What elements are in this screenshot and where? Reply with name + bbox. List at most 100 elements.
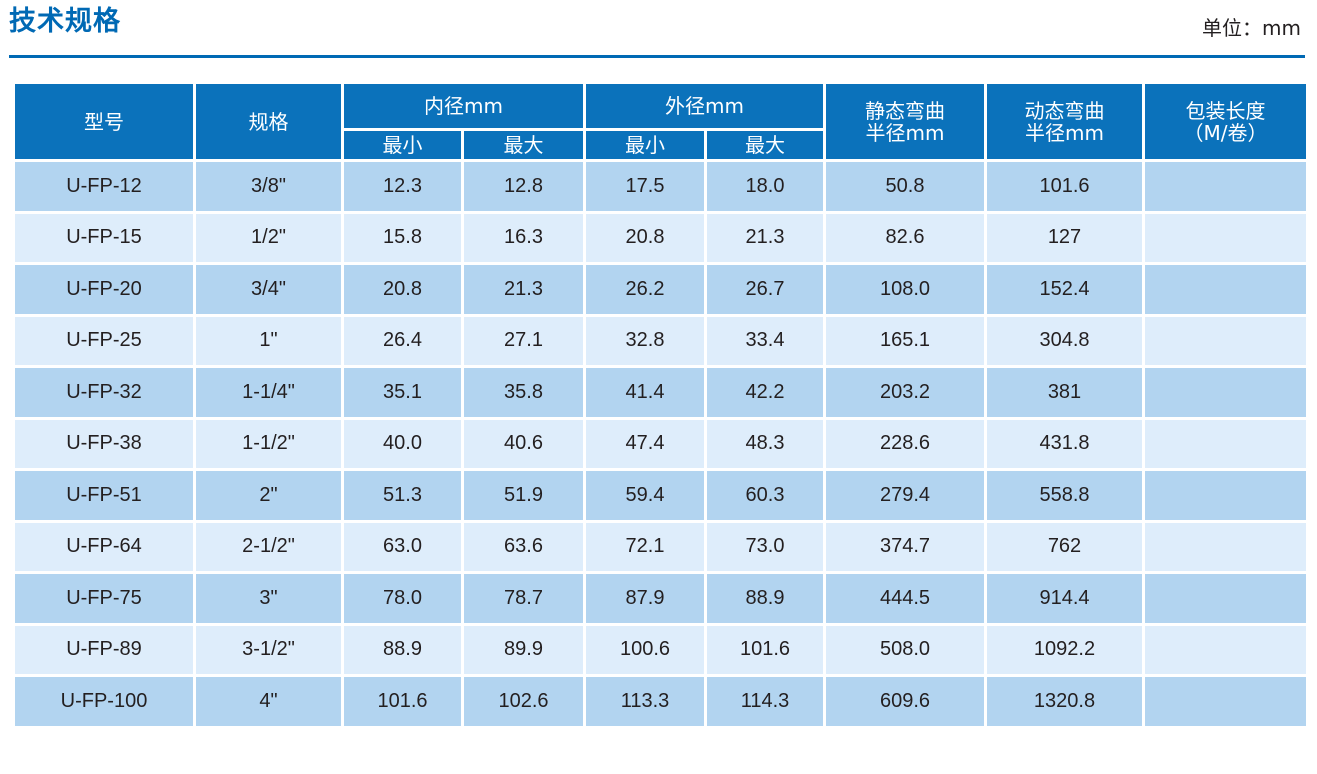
cell-spec: 1-1/2" [193, 416, 344, 471]
cell-model: U-FP-64 [12, 519, 196, 574]
cell-inner-min: 12.3 [341, 159, 464, 214]
table-row: U-FP-100 4" 101.6 102.6 113.3 114.3 609.… [12, 674, 1309, 729]
cell-outer-min: 32.8 [583, 313, 707, 368]
cell-inner-min: 20.8 [341, 262, 464, 317]
cell-dynamic-bend: 431.8 [984, 416, 1145, 471]
cell-package-length [1142, 519, 1309, 574]
cell-static-bend: 228.6 [823, 416, 987, 471]
cell-inner-min: 88.9 [341, 622, 464, 677]
header-static-bend-line1: 静态弯曲 [865, 98, 945, 123]
cell-outer-max: 101.6 [704, 622, 826, 677]
cell-dynamic-bend: 304.8 [984, 313, 1145, 368]
cell-inner-min: 51.3 [341, 468, 464, 523]
cell-inner-max: 12.8 [461, 159, 586, 214]
cell-outer-max: 114.3 [704, 674, 826, 729]
cell-outer-max: 21.3 [704, 210, 826, 265]
cell-dynamic-bend: 1320.8 [984, 674, 1145, 729]
unit-label: 单位：mm [1202, 16, 1301, 40]
cell-model: U-FP-100 [12, 674, 196, 729]
header-inner-max: 最大 [461, 128, 586, 162]
cell-spec: 1-1/4" [193, 365, 344, 420]
cell-inner-max: 102.6 [461, 674, 586, 729]
cell-outer-min: 113.3 [583, 674, 707, 729]
cell-outer-min: 17.5 [583, 159, 707, 214]
cell-package-length [1142, 313, 1309, 368]
cell-model: U-FP-89 [12, 622, 196, 677]
table-row: U-FP-75 3" 78.0 78.7 87.9 88.9 444.5 914… [12, 571, 1309, 626]
cell-outer-min: 47.4 [583, 416, 707, 471]
table-row: U-FP-20 3/4" 20.8 21.3 26.2 26.7 108.0 1… [12, 262, 1309, 317]
cell-package-length [1142, 674, 1309, 729]
cell-outer-max: 33.4 [704, 313, 826, 368]
cell-inner-min: 63.0 [341, 519, 464, 574]
cell-static-bend: 203.2 [823, 365, 987, 420]
cell-outer-min: 26.2 [583, 262, 707, 317]
table-row: U-FP-38 1-1/2" 40.0 40.6 47.4 48.3 228.6… [12, 416, 1309, 471]
cell-model: U-FP-25 [12, 313, 196, 368]
cell-dynamic-bend: 914.4 [984, 571, 1145, 626]
cell-inner-min: 40.0 [341, 416, 464, 471]
cell-outer-min: 100.6 [583, 622, 707, 677]
cell-spec: 3/4" [193, 262, 344, 317]
cell-inner-max: 35.8 [461, 365, 586, 420]
header-inner-diameter: 内径mm [341, 81, 586, 131]
cell-outer-max: 73.0 [704, 519, 826, 574]
table-row: U-FP-89 3-1/2" 88.9 89.9 100.6 101.6 508… [12, 622, 1309, 677]
cell-package-length [1142, 571, 1309, 626]
header-static-bend-radius: 静态弯曲 半径mm [823, 81, 987, 162]
header-outer-max: 最大 [704, 128, 826, 162]
table-row: U-FP-12 3/8" 12.3 12.8 17.5 18.0 50.8 10… [12, 159, 1309, 214]
cell-inner-max: 78.7 [461, 571, 586, 626]
cell-static-bend: 108.0 [823, 262, 987, 317]
header-dynamic-bend-radius: 动态弯曲 半径mm [984, 81, 1145, 162]
cell-model: U-FP-15 [12, 210, 196, 265]
cell-inner-max: 51.9 [461, 468, 586, 523]
cell-spec: 2" [193, 468, 344, 523]
cell-dynamic-bend: 101.6 [984, 159, 1145, 214]
cell-static-bend: 279.4 [823, 468, 987, 523]
cell-outer-min: 72.1 [583, 519, 707, 574]
cell-outer-max: 18.0 [704, 159, 826, 214]
header-package-line1: 包装长度 [1185, 98, 1266, 123]
cell-inner-max: 63.6 [461, 519, 586, 574]
cell-inner-max: 89.9 [461, 622, 586, 677]
cell-outer-max: 60.3 [704, 468, 826, 523]
cell-outer-min: 20.8 [583, 210, 707, 265]
cell-package-length [1142, 416, 1309, 471]
cell-static-bend: 444.5 [823, 571, 987, 626]
cell-model: U-FP-51 [12, 468, 196, 523]
cell-outer-max: 42.2 [704, 365, 826, 420]
cell-spec: 2-1/2" [193, 519, 344, 574]
header-inner-min: 最小 [341, 128, 464, 162]
cell-outer-min: 41.4 [583, 365, 707, 420]
cell-dynamic-bend: 152.4 [984, 262, 1145, 317]
cell-model: U-FP-20 [12, 262, 196, 317]
cell-spec: 3/8" [193, 159, 344, 214]
cell-inner-min: 35.1 [341, 365, 464, 420]
table-row: U-FP-51 2" 51.3 51.9 59.4 60.3 279.4 558… [12, 468, 1309, 523]
cell-spec: 3" [193, 571, 344, 626]
cell-spec: 3-1/2" [193, 622, 344, 677]
page-title: 技术规格 [9, 6, 121, 37]
header-dynamic-bend-line2: 半径mm [1025, 120, 1104, 145]
header-model: 型号 [12, 81, 196, 162]
cell-static-bend: 508.0 [823, 622, 987, 677]
cell-static-bend: 165.1 [823, 313, 987, 368]
cell-model: U-FP-38 [12, 416, 196, 471]
cell-inner-min: 15.8 [341, 210, 464, 265]
table-row: U-FP-32 1-1/4" 35.1 35.8 41.4 42.2 203.2… [12, 365, 1309, 420]
cell-dynamic-bend: 762 [984, 519, 1145, 574]
cell-model: U-FP-32 [12, 365, 196, 420]
cell-outer-max: 88.9 [704, 571, 826, 626]
title-divider [9, 55, 1305, 58]
header-package-length: 包装长度 （M/卷） [1142, 81, 1309, 162]
table-row: U-FP-64 2-1/2" 63.0 63.6 72.1 73.0 374.7… [12, 519, 1309, 574]
cell-package-length [1142, 262, 1309, 317]
cell-outer-min: 59.4 [583, 468, 707, 523]
cell-model: U-FP-12 [12, 159, 196, 214]
cell-static-bend: 82.6 [823, 210, 987, 265]
cell-outer-min: 87.9 [583, 571, 707, 626]
header-dynamic-bend-line1: 动态弯曲 [1024, 98, 1105, 123]
cell-inner-min: 78.0 [341, 571, 464, 626]
cell-inner-max: 21.3 [461, 262, 586, 317]
